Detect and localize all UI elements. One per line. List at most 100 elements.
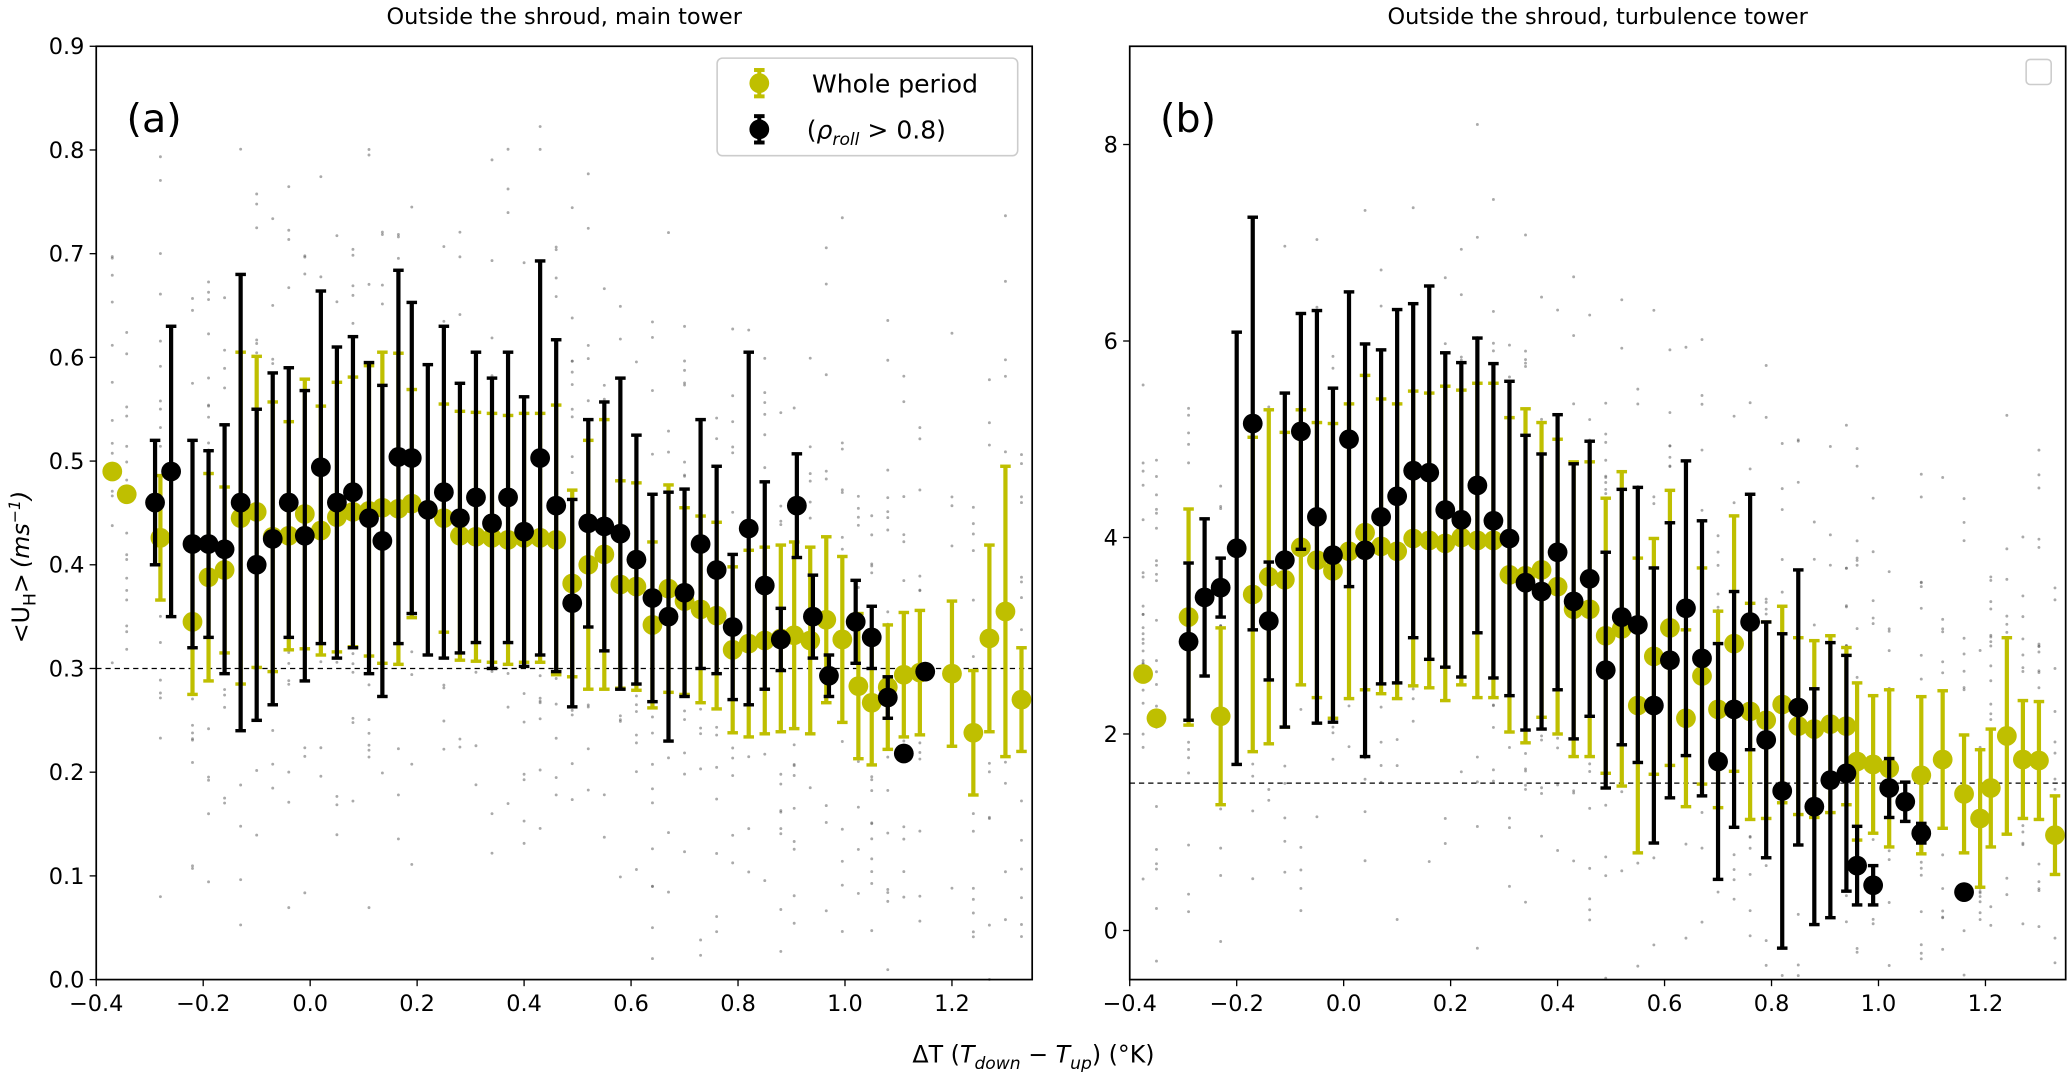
raw-sample-point <box>367 153 371 157</box>
raw-sample-point <box>1459 358 1463 362</box>
raw-sample-point <box>1331 731 1335 735</box>
raw-sample-point <box>918 829 922 833</box>
data-marker <box>1210 577 1231 598</box>
data-marker <box>1804 796 1825 817</box>
y-tick-label: 0.3 <box>49 656 85 682</box>
raw-sample-point <box>1540 734 1543 738</box>
rho-roll-point <box>1895 780 1916 824</box>
data-marker <box>1451 509 1472 530</box>
raw-sample-point <box>570 713 574 717</box>
rho-roll-point <box>738 350 759 707</box>
raw-sample-point <box>1941 617 1945 621</box>
data-marker <box>893 743 914 764</box>
y-tick-label: 6 <box>1104 329 1118 355</box>
raw-sample-point <box>506 187 510 191</box>
rho-roll-point <box>1724 589 1744 830</box>
x-tick-label: 1.0 <box>827 991 863 1017</box>
raw-sample-point <box>1155 559 1158 563</box>
raw-sample-point <box>1491 349 1495 353</box>
raw-sample-point <box>125 624 129 628</box>
raw-sample-point <box>1962 973 1966 977</box>
raw-sample-point <box>1919 677 1923 681</box>
rho-roll-point <box>562 497 583 709</box>
y-tick-label: 0.0 <box>49 967 85 993</box>
raw-sample-point <box>570 471 574 475</box>
raw-sample-point <box>870 870 874 874</box>
raw-sample-point <box>522 778 526 782</box>
raw-sample-point <box>1919 943 1923 947</box>
rho-roll-point <box>1863 863 1884 907</box>
raw-sample-point <box>1524 769 1527 773</box>
raw-sample-point <box>158 678 162 682</box>
raw-sample-point <box>223 688 227 692</box>
raw-sample-point <box>1989 679 1993 683</box>
raw-sample-point <box>110 380 114 384</box>
raw-sample-point <box>538 768 542 772</box>
raw-sample-point <box>1604 481 1608 484</box>
raw-sample-point <box>618 875 622 879</box>
raw-sample-point <box>1962 520 1966 524</box>
raw-sample-point <box>1604 492 1608 496</box>
whole-period-point <box>1996 635 2017 836</box>
rho-roll-point <box>690 417 711 671</box>
raw-sample-point <box>1716 563 1720 567</box>
rho-roll-point <box>658 490 679 743</box>
whole-period-point <box>1133 664 1153 684</box>
data-marker <box>1643 695 1664 716</box>
raw-sample-point <box>1652 856 1656 860</box>
raw-sample-point <box>271 362 275 366</box>
rho-roll-point <box>642 492 663 704</box>
raw-sample-point <box>792 894 796 898</box>
whole-period-point <box>1954 733 1974 855</box>
raw-sample-point <box>1187 442 1191 446</box>
raw-sample-point <box>1219 807 1223 811</box>
y-tick-label: 0.5 <box>49 449 85 475</box>
raw-sample-point <box>380 233 384 236</box>
data-marker <box>2013 749 2033 770</box>
raw-sample-point <box>971 812 975 816</box>
raw-sample-point <box>1524 358 1527 362</box>
raw-sample-point <box>1812 520 1816 524</box>
data-marker <box>1133 664 1153 684</box>
whole-period-point <box>2029 699 2049 822</box>
raw-sample-point <box>651 452 654 456</box>
raw-sample-point <box>1764 607 1768 611</box>
rho-roll-point <box>401 300 422 616</box>
data-marker <box>546 495 567 516</box>
raw-sample-point <box>1716 550 1720 554</box>
raw-sample-point <box>840 859 844 863</box>
raw-sample-point <box>522 720 526 724</box>
rho-roll-point <box>1740 492 1761 752</box>
data-marker <box>161 461 181 482</box>
raw-sample-point <box>840 883 844 887</box>
raw-sample-point <box>1844 423 1848 427</box>
raw-sample-point <box>1020 453 1023 457</box>
raw-sample-point <box>1962 929 1966 933</box>
raw-sample-point <box>1141 649 1145 653</box>
raw-sample-point <box>902 895 906 899</box>
raw-sample-point <box>1155 867 1158 871</box>
raw-sample-point <box>125 576 129 580</box>
raw-sample-point <box>1780 508 1784 511</box>
raw-sample-point <box>2005 630 2009 634</box>
raw-sample-point <box>918 750 922 754</box>
raw-sample-point <box>1604 874 1608 878</box>
raw-sample-point <box>442 683 446 687</box>
raw-sample-point <box>1155 862 1158 866</box>
y-axis-label: <UH> (ms−1) <box>5 491 41 644</box>
raw-sample-point <box>2037 642 2041 646</box>
raw-sample-point <box>1524 349 1527 353</box>
raw-sample-point <box>856 523 860 527</box>
raw-sample-point <box>1141 612 1145 616</box>
xlabel-minus: − <box>1021 1041 1056 1069</box>
data-marker <box>102 461 123 482</box>
raw-sample-point <box>870 789 874 793</box>
legend-label-whole-period: Whole period <box>812 69 978 98</box>
raw-sample-point <box>971 549 975 553</box>
raw-sample-point <box>1524 787 1527 791</box>
raw-sample-point <box>1604 487 1608 491</box>
raw-sample-point <box>2037 473 2041 477</box>
rho-roll-point <box>514 395 534 669</box>
raw-sample-point <box>763 752 767 756</box>
x-tick-label: 0.0 <box>1326 991 1362 1017</box>
